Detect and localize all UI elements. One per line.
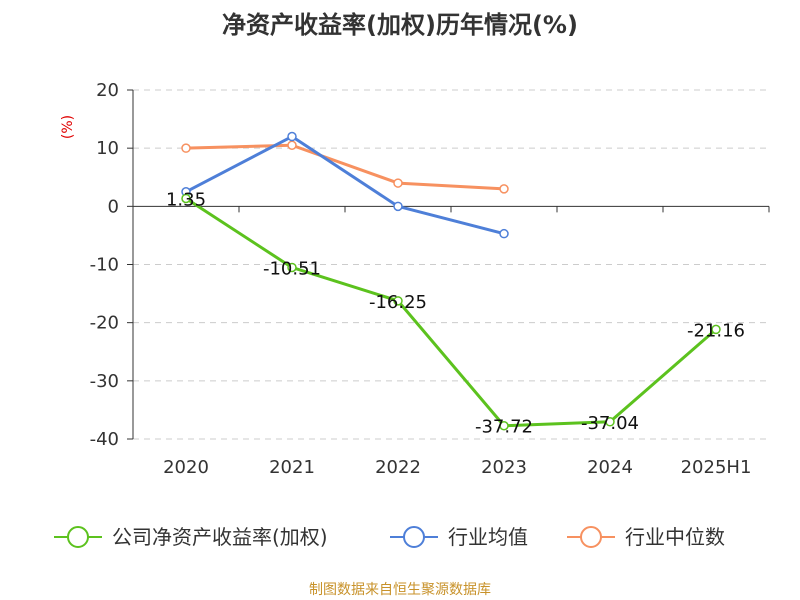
data-point[interactable] xyxy=(181,143,191,153)
y-tick-label: 20 xyxy=(96,80,119,101)
source-note: 制图数据来自恒生聚源数据库 xyxy=(309,582,491,598)
data-point[interactable] xyxy=(181,193,191,204)
x-tick-label: 2021 xyxy=(269,457,315,478)
x-tick-label: 2022 xyxy=(375,457,421,478)
series-line xyxy=(185,135,505,236)
data-labels: 1.35 -10.51 -16.25 -37.72 -37.04 -21.16 xyxy=(166,189,745,437)
x-tick-label: 2024 xyxy=(587,457,633,478)
data-label: -37.72 xyxy=(475,417,533,438)
data-point[interactable] xyxy=(287,262,297,273)
y-tick-label: -40 xyxy=(90,429,119,450)
legend-marker-icon xyxy=(403,526,425,548)
legend-marker-icon xyxy=(67,526,89,548)
y-axis-unit-label: (%) xyxy=(60,115,76,139)
legend-item[interactable]: 公司净资产收益率(加权) xyxy=(54,525,328,549)
x-tick-label: 2020 xyxy=(163,457,209,478)
legend-marker-icon xyxy=(580,526,602,548)
y-tick-label: -20 xyxy=(90,313,119,334)
data-label: -10.51 xyxy=(263,258,321,279)
grid-lines xyxy=(133,89,769,440)
legend-label: 行业中位数 xyxy=(625,525,725,549)
data-label: -21.16 xyxy=(687,320,745,341)
x-tick-label: 2025H1 xyxy=(681,457,752,478)
y-axis-ticks: 20 10 0 -10 -20 -30 -40 xyxy=(90,80,133,450)
data-point[interactable] xyxy=(711,324,721,335)
y-tick-label: 10 xyxy=(96,138,119,159)
y-tick-label: 0 xyxy=(108,196,119,217)
series-line xyxy=(185,197,717,428)
x-tick-label: 2023 xyxy=(481,457,527,478)
data-point[interactable] xyxy=(605,417,615,427)
legend-label: 行业均值 xyxy=(448,525,528,549)
data-point[interactable] xyxy=(499,420,509,431)
series-0 xyxy=(181,193,721,431)
legend-item[interactable]: 行业中位数 xyxy=(567,525,725,549)
data-point[interactable] xyxy=(499,228,509,239)
data-point[interactable] xyxy=(287,131,297,142)
series-line xyxy=(185,143,505,191)
data-point[interactable] xyxy=(287,140,297,151)
series-1 xyxy=(181,131,509,239)
data-point[interactable] xyxy=(393,296,403,306)
x-axis-ticks: 2020 2021 2022 2023 2024 2025H1 xyxy=(132,206,770,478)
y-tick-label: -30 xyxy=(90,371,119,392)
legend-item[interactable]: 行业均值 xyxy=(390,525,528,549)
y-tick-label: -10 xyxy=(90,255,119,276)
chart-title: 净资产收益率(加权)历年情况(%) xyxy=(222,11,578,39)
data-point[interactable] xyxy=(393,178,403,188)
data-label: -37.04 xyxy=(581,413,639,434)
data-label: -16.25 xyxy=(369,292,427,313)
legend[interactable]: 公司净资产收益率(加权) 行业均值 行业中位数 xyxy=(54,525,725,549)
data-point[interactable] xyxy=(393,201,403,212)
series-layer xyxy=(181,131,721,431)
data-point[interactable] xyxy=(499,184,509,194)
data-label: 1.35 xyxy=(166,189,206,210)
legend-label: 公司净资产收益率(加权) xyxy=(112,525,328,549)
